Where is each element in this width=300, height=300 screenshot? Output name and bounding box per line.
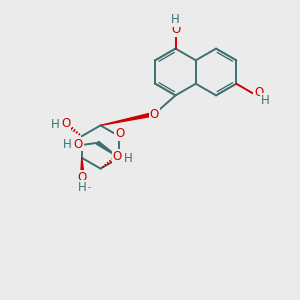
Polygon shape bbox=[97, 141, 119, 158]
Polygon shape bbox=[81, 158, 84, 176]
Text: H: H bbox=[124, 152, 133, 165]
Text: O: O bbox=[74, 137, 83, 151]
Polygon shape bbox=[100, 112, 155, 125]
Text: H: H bbox=[63, 137, 71, 151]
Text: O: O bbox=[113, 150, 122, 163]
Text: O: O bbox=[171, 22, 180, 36]
Text: O: O bbox=[150, 107, 159, 121]
Text: O: O bbox=[61, 116, 70, 130]
Text: O: O bbox=[115, 127, 124, 140]
Text: H: H bbox=[77, 181, 86, 194]
Text: -: - bbox=[87, 183, 90, 192]
Text: O: O bbox=[78, 171, 87, 184]
Text: O: O bbox=[254, 85, 263, 99]
Text: H: H bbox=[171, 13, 180, 26]
Text: H: H bbox=[261, 94, 270, 107]
Text: H: H bbox=[51, 118, 60, 131]
